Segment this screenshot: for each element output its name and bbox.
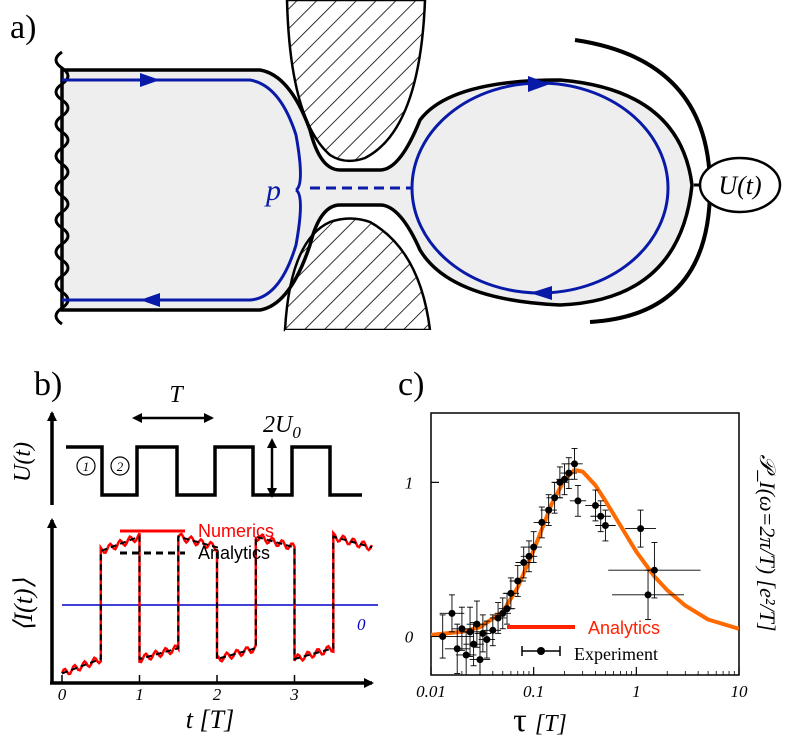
legend-c-experiment-marker — [537, 647, 545, 655]
c-y-axis-label: 𝒫_I(ω=2π/T) [e²/T] — [755, 455, 780, 632]
phase-1-marker — [76, 456, 96, 476]
experiment-point — [479, 629, 487, 637]
amplitude-label-sub: 0 — [292, 423, 301, 442]
experiment-point — [591, 501, 599, 509]
experiment-point — [494, 614, 502, 622]
t-axis-label: t [T] — [186, 705, 234, 734]
experiment-point — [601, 522, 609, 530]
experiment-point — [637, 525, 645, 533]
experiment-point — [462, 651, 470, 659]
amplitude-label: 2U0 — [263, 412, 301, 442]
experiment-point — [597, 512, 605, 520]
experiment-point — [561, 475, 569, 483]
b-x-tick-label: 0 — [58, 685, 67, 704]
experiment-point — [650, 566, 658, 574]
experiment-point — [565, 469, 573, 477]
b-x-tick-label: 2 — [213, 685, 222, 704]
phase-1-label: 1 — [83, 459, 90, 474]
panel-c: c) 0.01 0.1 1 10 0 1 Analytics Experiment τ [T… — [398, 366, 780, 739]
experiment-point — [571, 460, 579, 468]
gate-top — [285, 0, 427, 163]
experiment-point — [545, 506, 553, 514]
experiment-point — [458, 625, 466, 633]
experiment-point — [489, 626, 497, 634]
b-x-tick-label: 3 — [289, 685, 299, 704]
c-x-tick-label: 0.1 — [523, 682, 544, 701]
c-y-tick-label: 0 — [405, 627, 414, 646]
period-label: T — [169, 382, 184, 408]
experiment-point — [476, 656, 484, 664]
experiment-point — [574, 497, 582, 505]
arrow-loop-bottom — [530, 286, 552, 300]
experiment-point — [644, 591, 652, 599]
wavy-edge — [54, 50, 70, 326]
c-y-tick-label: 1 — [405, 473, 414, 492]
experiment-point — [514, 577, 522, 585]
legend-c-analytics: Analytics — [588, 618, 660, 638]
c-x-tick-label: 0.01 — [416, 682, 446, 701]
amplitude-label-main: 2U — [263, 412, 294, 438]
experiment-point — [483, 636, 491, 644]
panel-a-label: a) — [10, 9, 36, 46]
c-x-tick-label: 1 — [632, 682, 641, 701]
point-label: p — [264, 174, 281, 207]
edge-channel-bottom — [62, 188, 302, 302]
arrow-loop-top — [528, 76, 550, 92]
phase-2-label: 2 — [117, 459, 124, 474]
series-analytics — [61, 535, 373, 675]
c-x-tick-label: 10 — [731, 682, 749, 701]
panel-a: a) p U(t) — [10, 0, 782, 340]
experiment-point — [507, 589, 515, 597]
arrow-top — [140, 73, 160, 87]
c-x-axis-symbol: τ — [513, 702, 527, 739]
experiment-point — [470, 640, 478, 648]
edge-channel-top — [62, 78, 302, 192]
c-x-axis-label: τ [T] — [513, 702, 567, 739]
arrow-bottom — [140, 293, 160, 307]
experiment-point — [453, 645, 461, 653]
b-series — [60, 529, 374, 676]
legend-numerics: Numerics — [198, 521, 274, 541]
experiment-point — [439, 632, 447, 640]
experiment-point — [448, 609, 456, 617]
b-x-tick-label: 1 — [135, 685, 144, 704]
experiment-point — [503, 605, 511, 613]
experiment-point — [530, 543, 538, 551]
c-plot-frame — [430, 412, 740, 676]
c-series — [431, 447, 739, 675]
gate-bottom — [283, 217, 432, 332]
experiment-point — [466, 628, 474, 636]
phase-2-marker — [110, 456, 130, 476]
experiment-point — [499, 609, 507, 617]
series-numerics — [60, 529, 374, 676]
legend-c-experiment: Experiment — [574, 644, 658, 664]
c-x-axis-unit: [T] — [535, 711, 567, 737]
experiment-point — [525, 552, 533, 560]
voltage-label: U(t) — [718, 171, 761, 200]
u-square-wave — [66, 445, 362, 497]
experiment-point — [520, 558, 528, 566]
experiment-point — [551, 494, 559, 502]
sample-region — [60, 68, 694, 312]
panel-b-label: b) — [34, 366, 62, 403]
u-axis-label: U(t) — [10, 442, 36, 482]
c-ticks: 0.01 0.1 1 10 0 1 — [405, 473, 748, 701]
legend-analytics: Analytics — [198, 543, 270, 563]
voltage-source — [698, 156, 782, 214]
panel-c-label: c) — [398, 366, 424, 403]
b-ticks: 0 1 2 3 — [58, 675, 299, 704]
experiment-point — [473, 620, 481, 628]
i-axis-label: ⟨I(t)⟩ — [9, 578, 38, 632]
experiment-point — [538, 518, 546, 526]
zero-label: 0 — [357, 615, 366, 634]
